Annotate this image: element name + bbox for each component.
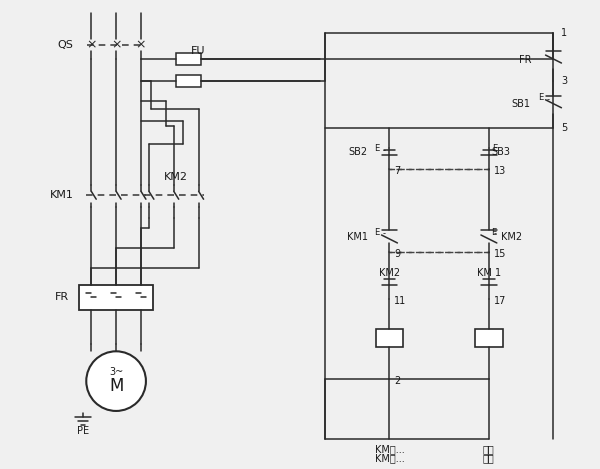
Text: ×: × bbox=[136, 38, 146, 52]
Text: -: - bbox=[383, 229, 386, 239]
Text: SB2: SB2 bbox=[349, 147, 368, 158]
Text: KM2: KM2 bbox=[379, 268, 400, 278]
Text: 9: 9 bbox=[394, 249, 401, 259]
Text: 2: 2 bbox=[394, 376, 401, 386]
Circle shape bbox=[86, 351, 146, 411]
Text: 17: 17 bbox=[494, 295, 506, 306]
Bar bbox=[176, 53, 200, 65]
Bar bbox=[475, 329, 503, 348]
Text: FR: FR bbox=[519, 55, 532, 65]
Text: E: E bbox=[374, 227, 380, 236]
Text: KM2: KM2 bbox=[164, 172, 188, 182]
Text: KM1: KM1 bbox=[347, 232, 368, 242]
Text: E: E bbox=[538, 93, 544, 102]
Text: 3: 3 bbox=[562, 76, 568, 86]
Text: KM 1: KM 1 bbox=[477, 268, 501, 278]
Text: QS: QS bbox=[58, 40, 73, 50]
Text: 1: 1 bbox=[562, 28, 568, 38]
Text: E: E bbox=[491, 227, 496, 236]
Text: E: E bbox=[492, 144, 497, 153]
Text: KM正...: KM正... bbox=[374, 444, 404, 454]
Text: -: - bbox=[547, 95, 550, 104]
Bar bbox=[376, 329, 403, 348]
Text: 11: 11 bbox=[394, 295, 407, 306]
Text: ×: × bbox=[111, 38, 121, 52]
Text: PE: PE bbox=[77, 426, 89, 436]
Text: -: - bbox=[383, 146, 386, 155]
Text: 反转: 反转 bbox=[483, 444, 495, 454]
Text: -: - bbox=[495, 146, 498, 155]
Text: KM2: KM2 bbox=[501, 232, 522, 242]
Bar bbox=[79, 285, 153, 310]
Text: 7: 7 bbox=[394, 166, 401, 176]
Text: FU: FU bbox=[191, 46, 206, 56]
Text: SB1: SB1 bbox=[512, 99, 530, 109]
Text: 3~: 3~ bbox=[109, 367, 123, 377]
Text: M: M bbox=[109, 377, 123, 395]
Text: 5: 5 bbox=[562, 122, 568, 133]
Text: 15: 15 bbox=[494, 249, 506, 259]
Text: KM正...: KM正... bbox=[374, 454, 404, 464]
Text: E: E bbox=[374, 144, 380, 153]
Bar bbox=[176, 75, 200, 87]
Text: FR: FR bbox=[55, 292, 70, 302]
Text: SB3: SB3 bbox=[492, 147, 511, 158]
Text: KM1: KM1 bbox=[49, 190, 73, 200]
Text: ×: × bbox=[86, 38, 97, 52]
Text: 反转: 反转 bbox=[483, 454, 495, 464]
Text: -: - bbox=[494, 229, 497, 239]
Text: 13: 13 bbox=[494, 166, 506, 176]
